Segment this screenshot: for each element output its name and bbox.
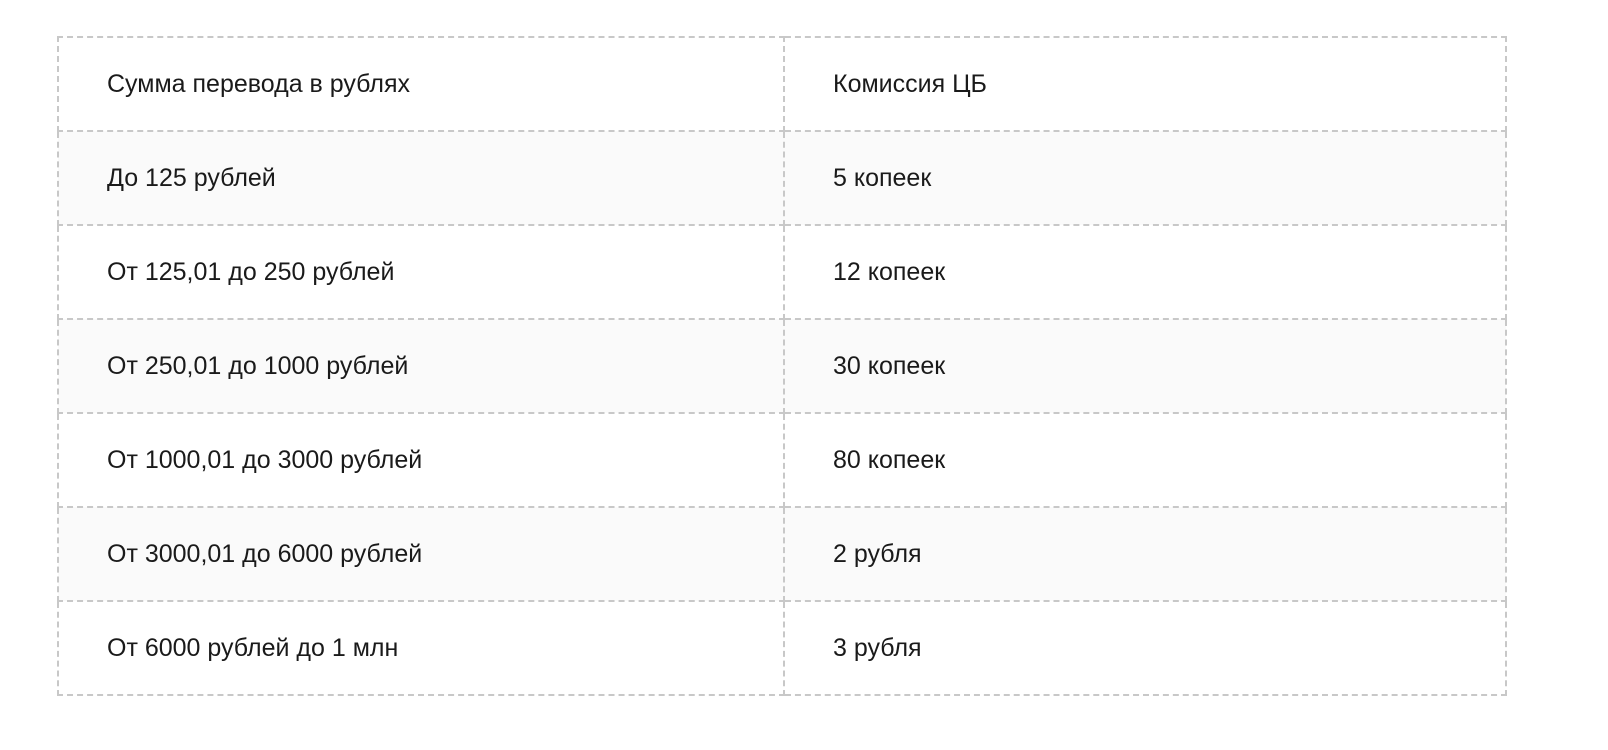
header-cell-commission: Комиссия ЦБ	[783, 36, 1507, 132]
header-cell-amount: Сумма перевода в рублях	[57, 36, 785, 132]
table-row: От 3000,01 до 6000 рублей 2 рубля	[57, 506, 1507, 602]
table-row: До 125 рублей 5 копеек	[57, 130, 1507, 226]
table-row: От 6000 рублей до 1 млн 3 рубля	[57, 600, 1507, 696]
table-row: От 1000,01 до 3000 рублей 80 копеек	[57, 412, 1507, 508]
amount-cell: До 125 рублей	[57, 130, 785, 226]
commission-cell: 5 копеек	[783, 130, 1507, 226]
table-row: От 125,01 до 250 рублей 12 копеек	[57, 224, 1507, 320]
amount-cell: От 250,01 до 1000 рублей	[57, 318, 785, 414]
commission-cell: 30 копеек	[783, 318, 1507, 414]
amount-cell: От 1000,01 до 3000 рублей	[57, 412, 785, 508]
commission-cell: 12 копеек	[783, 224, 1507, 320]
table-row: От 250,01 до 1000 рублей 30 копеек	[57, 318, 1507, 414]
commission-table: Сумма перевода в рублях Комиссия ЦБ До 1…	[57, 36, 1507, 696]
commission-cell: 80 копеек	[783, 412, 1507, 508]
amount-cell: От 125,01 до 250 рублей	[57, 224, 785, 320]
amount-cell: От 3000,01 до 6000 рублей	[57, 506, 785, 602]
table-header-row: Сумма перевода в рублях Комиссия ЦБ	[57, 36, 1507, 132]
commission-cell: 2 рубля	[783, 506, 1507, 602]
commission-cell: 3 рубля	[783, 600, 1507, 696]
amount-cell: От 6000 рублей до 1 млн	[57, 600, 785, 696]
